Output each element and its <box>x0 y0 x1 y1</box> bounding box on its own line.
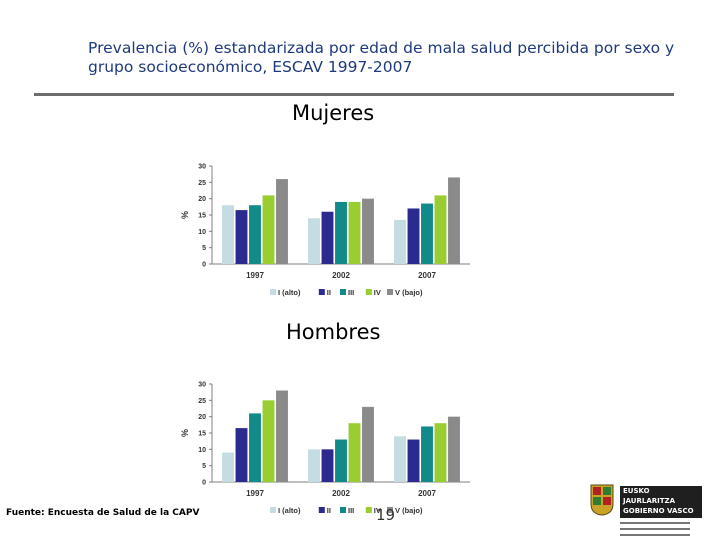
y-tick-label: 15 <box>198 213 206 220</box>
y-tick-label: 5 <box>202 463 206 470</box>
legend-swatch <box>365 507 372 513</box>
logo-text-line-2: GOBIERNO VASCO <box>623 507 694 515</box>
coat-of-arms-icon <box>590 484 614 516</box>
y-tick-label: 25 <box>198 180 206 187</box>
x-category-label: 2007 <box>418 271 436 280</box>
legend-swatch <box>387 507 393 513</box>
bar <box>362 406 374 482</box>
y-tick-label: 20 <box>198 414 206 421</box>
y-tick-label: 10 <box>198 229 206 236</box>
legend-swatch <box>340 289 346 295</box>
bar <box>394 436 406 482</box>
y-tick-label: 20 <box>198 196 206 203</box>
bar <box>262 400 275 482</box>
legend-label: IV <box>374 288 381 297</box>
source-note: Fuente: Encuesta de Salud de la CAPV <box>6 508 200 518</box>
bar <box>262 195 275 264</box>
bar <box>276 179 288 264</box>
bar <box>222 205 234 264</box>
legend-swatch <box>340 507 346 513</box>
logo-detail-line <box>620 534 690 536</box>
bar <box>249 413 261 482</box>
logo-band: EUSKO JAURLARITZA GOBIERNO VASCO <box>620 486 702 518</box>
x-category-label: 1997 <box>246 271 264 280</box>
legend-swatch <box>318 289 325 295</box>
y-tick-label: 30 <box>198 164 206 171</box>
bar <box>421 203 433 264</box>
bar <box>407 439 420 482</box>
bar <box>222 452 234 482</box>
bar <box>362 198 374 264</box>
legend-swatch <box>270 507 276 513</box>
legend-label: III <box>348 506 354 515</box>
x-category-label: 2007 <box>418 489 436 498</box>
legend-label: I (alto) <box>278 288 301 297</box>
bar <box>434 423 447 482</box>
bar <box>308 218 320 264</box>
title-divider <box>34 93 674 96</box>
bar <box>276 390 288 482</box>
bar <box>249 205 261 264</box>
legend-swatch <box>365 289 372 295</box>
bar <box>308 449 320 482</box>
legend-label: V (bajo) <box>395 288 423 297</box>
slide-title: Prevalencia (%) estandarizada por edad d… <box>88 39 675 76</box>
bar <box>421 426 433 482</box>
legend-label: II <box>327 506 331 515</box>
legend-swatch <box>387 289 393 295</box>
x-category-label: 2002 <box>332 489 350 498</box>
page-number: 19 <box>376 506 396 524</box>
legend-label: I (alto) <box>278 506 301 515</box>
section-label-hombres: Hombres <box>286 320 381 344</box>
y-tick-label: 10 <box>198 447 206 454</box>
legend-label: IV <box>374 506 381 515</box>
bar <box>448 416 460 482</box>
gobierno-vasco-logo: EUSKO JAURLARITZA GOBIERNO VASCO <box>590 482 720 540</box>
bar <box>348 201 361 264</box>
y-tick-label: 25 <box>198 398 206 405</box>
logo-detail-line <box>620 528 690 530</box>
bar <box>235 428 248 482</box>
y-tick-label: 30 <box>198 382 206 389</box>
logo-detail-line <box>620 522 690 524</box>
bar <box>434 195 447 264</box>
logo-text-line-1: EUSKO JAURLARITZA <box>623 487 676 505</box>
bar <box>394 219 406 264</box>
bar <box>348 423 361 482</box>
x-category-label: 1997 <box>246 489 264 498</box>
y-tick-label: 0 <box>202 480 206 487</box>
legend-swatch <box>318 507 325 513</box>
bar <box>407 208 420 264</box>
y-tick-label: 0 <box>202 262 206 269</box>
y-tick-label: 5 <box>202 245 206 252</box>
bar <box>321 449 334 482</box>
y-tick-label: 15 <box>198 431 206 438</box>
bar <box>335 439 347 482</box>
bar <box>321 211 334 264</box>
y-axis-label: % <box>180 211 190 219</box>
bar <box>448 177 460 264</box>
section-label-mujeres: Mujeres <box>292 101 375 125</box>
bar <box>335 201 347 264</box>
y-axis-label: % <box>180 429 190 437</box>
bar <box>235 210 248 264</box>
legend-label: II <box>327 288 331 297</box>
legend-swatch <box>270 289 276 295</box>
x-category-label: 2002 <box>332 271 350 280</box>
legend-label: III <box>348 288 354 297</box>
legend-label: V (bajo) <box>395 506 423 515</box>
